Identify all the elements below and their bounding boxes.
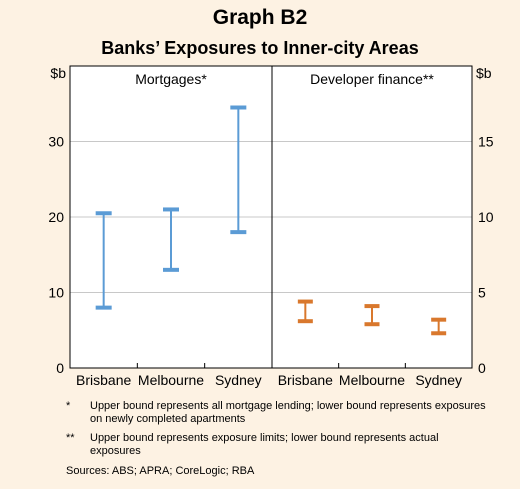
range-chart: Mortgages* $b 0 10 20 30 Brisbane Melbourne Sydn… bbox=[48, 65, 494, 388]
axis-unit: $b bbox=[50, 65, 66, 81]
chart-title: Graph B2 bbox=[212, 6, 308, 29]
x-tick-label: Brisbane bbox=[76, 372, 131, 388]
x-tick-label: Melbourne bbox=[138, 372, 204, 388]
chart-subtitle: Banks’ Exposures to Inner-city Areas bbox=[101, 38, 419, 58]
footnote-text: Upper bound represents exposure limits; … bbox=[90, 432, 439, 457]
x-tick-label: Brisbane bbox=[278, 372, 333, 388]
x-tick-label: Sydney bbox=[415, 372, 462, 388]
footnote-text: Upper bound represents all mortgage lend… bbox=[90, 400, 486, 425]
y-tick-label: 0 bbox=[478, 360, 486, 376]
y-tick-label: 10 bbox=[48, 285, 64, 301]
x-tick-label: Sydney bbox=[215, 372, 262, 388]
y-tick-label: 5 bbox=[478, 285, 486, 301]
plot-frame bbox=[69, 65, 473, 369]
panel-title: Mortgages* bbox=[135, 71, 207, 87]
footnote-mark: ** bbox=[66, 432, 75, 444]
y-tick-label: 10 bbox=[478, 209, 494, 225]
y-tick-label: 0 bbox=[56, 360, 64, 376]
y-tick-label: 30 bbox=[48, 134, 64, 150]
sources-note: Sources: ABS; APRA; CoreLogic; RBA bbox=[66, 465, 255, 477]
axis-unit: $b bbox=[476, 65, 492, 81]
y-tick-label: 15 bbox=[478, 134, 494, 150]
y-tick-label: 20 bbox=[48, 209, 64, 225]
footnote-mark: * bbox=[66, 400, 71, 412]
panel-title: Developer finance** bbox=[310, 71, 434, 87]
x-tick-label: Melbourne bbox=[339, 372, 405, 388]
